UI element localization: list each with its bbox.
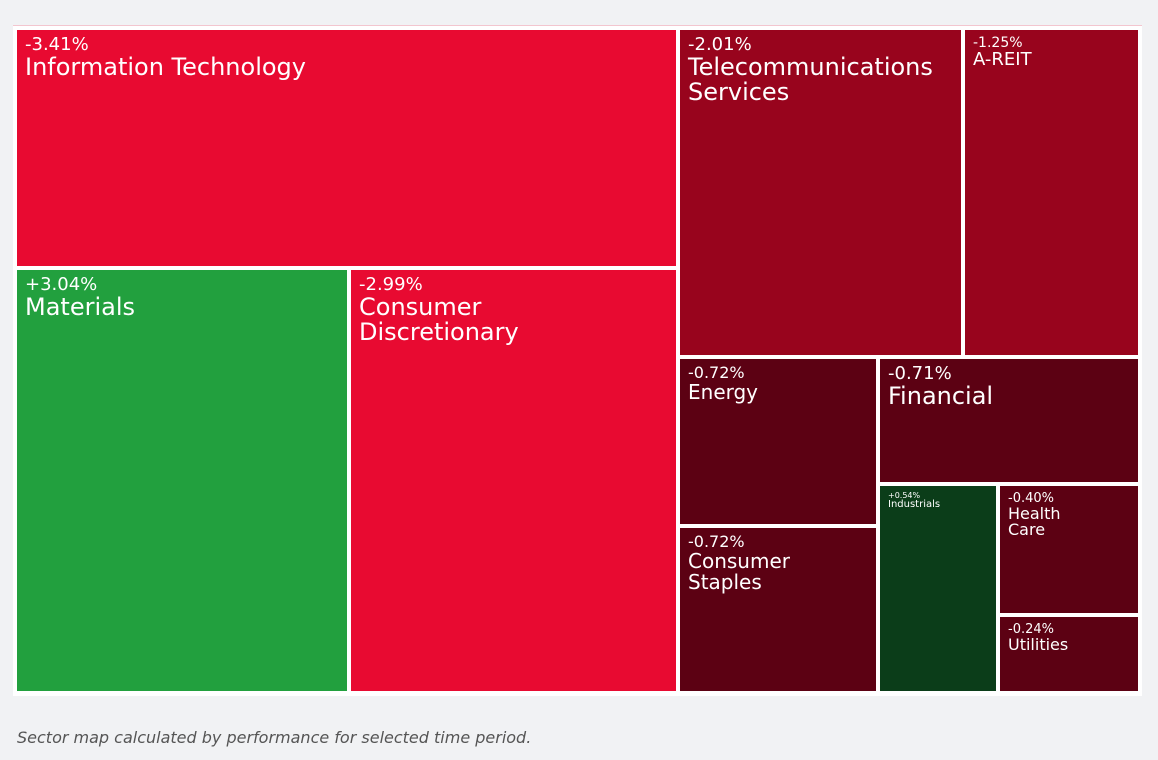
value-label: -2.01% (688, 34, 752, 55)
sector-name: Health Care (1008, 503, 1061, 540)
tile: -2.99% Consumer Discretionary (351, 270, 676, 691)
sector-name: Industrials (888, 499, 941, 511)
value-label: -2.99% (359, 274, 423, 295)
tile: -0.40% Health Care (1000, 486, 1138, 613)
sector-name: Financial (888, 381, 994, 410)
sector-name: Information Technology (25, 52, 306, 81)
tile: -0.24% Utilities (1000, 617, 1138, 691)
tile: +3.04% Materials (17, 270, 347, 691)
sector-name: Energy (688, 379, 759, 404)
value-label: -1.25% (973, 35, 1023, 51)
sector-name: Telecommunications Services (688, 52, 933, 107)
sector-name: Utilities (1008, 634, 1069, 654)
value-label: -0.40% (1008, 491, 1054, 506)
caption: Sector map calculated by performance for… (17, 728, 532, 747)
sector-name: Consumer Staples (688, 548, 790, 594)
value-label: -3.41% (25, 34, 89, 55)
tile: -0.71% Financial (880, 359, 1138, 482)
value-label: -0.24% (1008, 622, 1054, 637)
sector-name: A-REIT (973, 48, 1032, 70)
value-label: +3.04% (25, 274, 98, 295)
sector-name: Materials (25, 292, 136, 321)
value-label: -0.72% (688, 363, 745, 382)
tile: -0.72% Consumer Staples (680, 528, 876, 691)
tile: -2.01% Telecommunications Services (680, 30, 961, 355)
value-label: -0.72% (688, 532, 745, 551)
value-label: -0.71% (888, 363, 952, 384)
tile: -3.41% Information Technology (17, 30, 676, 266)
tile: -1.25% A-REIT (965, 30, 1138, 355)
tile: -0.72% Energy (680, 359, 876, 524)
value-label: +0.54% (888, 491, 921, 500)
tile: +0.54% Industrials (880, 486, 996, 691)
sector-name: Consumer Discretionary (359, 292, 519, 347)
